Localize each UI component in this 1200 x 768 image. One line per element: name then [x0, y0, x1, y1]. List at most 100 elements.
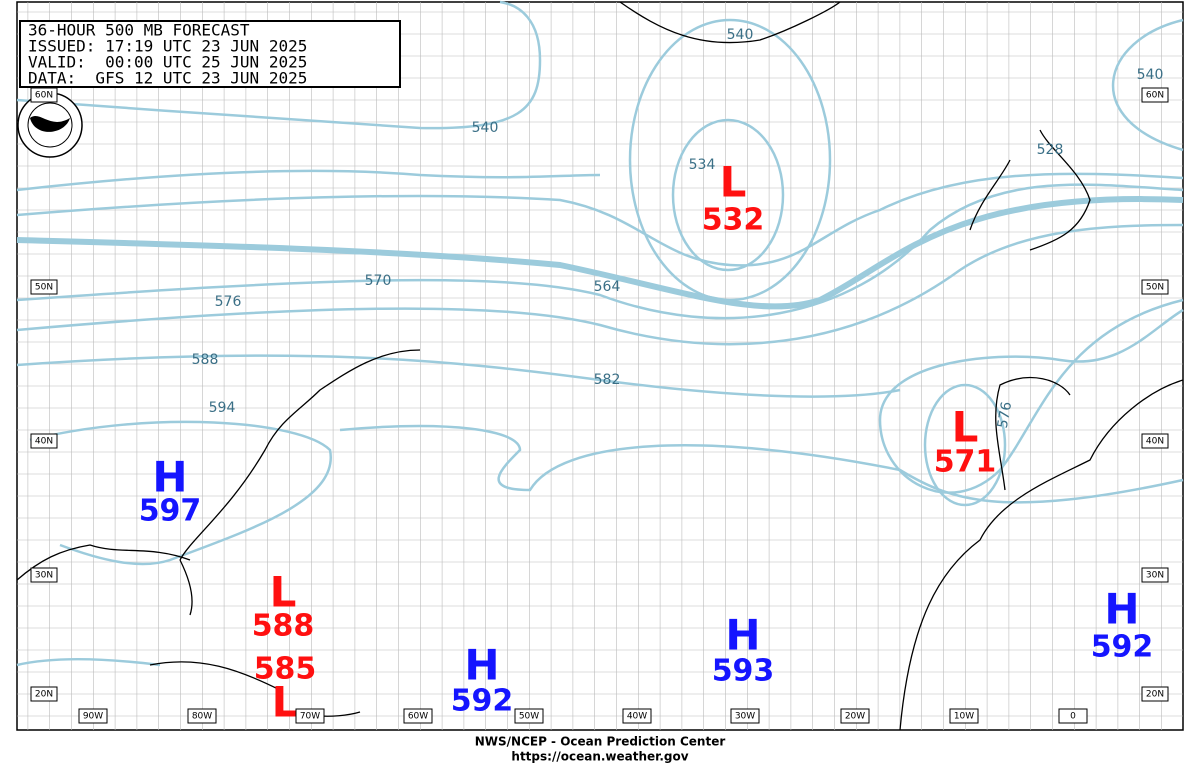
data-line: DATA: GFS 12 UTC 23 JUN 2025 — [28, 69, 307, 88]
contour — [16, 169, 601, 192]
contour — [1111, 18, 1184, 152]
contour-label: 540 — [727, 27, 754, 43]
label-box — [949, 708, 979, 724]
contour — [16, 223, 1184, 346]
system-letter: H — [152, 453, 187, 502]
contour — [878, 298, 1184, 494]
coastlines — [16, 1, 1184, 731]
contour-label: 582 — [594, 372, 621, 388]
longitude-label: 10W — [954, 712, 974, 722]
label-box — [30, 686, 58, 702]
contour-label: 594 — [209, 400, 236, 416]
contour — [16, 658, 161, 667]
system-value: 592 — [451, 684, 514, 719]
footer-url: https://ocean.weather.gov — [511, 750, 688, 764]
system-letter: H — [725, 611, 760, 660]
contour — [16, 0, 542, 130]
valid-line: VALID: 00:00 UTC 25 JUN 2025 — [28, 53, 307, 72]
label-box — [30, 433, 58, 449]
label-box — [1141, 87, 1169, 103]
contour-label: 540 — [472, 120, 499, 136]
contour-label: 540 — [1137, 67, 1164, 83]
label-box — [840, 708, 870, 724]
longitude-label: 70W — [300, 712, 320, 722]
contour-label: 534 — [689, 157, 716, 173]
longitude-label: 0 — [1070, 712, 1076, 722]
system-value: 588 — [252, 609, 315, 644]
issued-line: ISSUED: 17:19 UTC 23 JUN 2025 — [28, 37, 307, 56]
contour-label: 588 — [192, 352, 219, 368]
noaa-logo — [17, 92, 83, 158]
longitude-label: 40W — [627, 712, 647, 722]
latitude-label: 50N — [35, 283, 53, 293]
contour — [628, 18, 832, 302]
latitude-label: 40N — [1146, 437, 1164, 447]
longitude-label: 30W — [735, 712, 755, 722]
system-letter: H — [1104, 585, 1139, 634]
graticule — [17, 2, 1183, 730]
label-box — [1141, 279, 1169, 295]
contours — [16, 0, 1184, 667]
system-letter: L — [952, 403, 979, 452]
system-value: 532 — [702, 203, 765, 238]
label-box — [514, 708, 544, 724]
label-box — [403, 708, 433, 724]
coastline — [179, 349, 421, 561]
system-letter: L — [272, 678, 299, 727]
longitude-label: 50W — [519, 712, 539, 722]
label-box — [187, 708, 217, 724]
contour-label: 576 — [215, 294, 242, 310]
latitude-label: 20N — [1146, 690, 1164, 700]
contour — [16, 183, 1184, 320]
label-box — [622, 708, 652, 724]
coastline — [619, 1, 841, 44]
latitude-label: 20N — [35, 690, 53, 700]
system-letter: L — [720, 158, 747, 207]
latitude-label: 60N — [1146, 91, 1164, 101]
contour — [29, 420, 332, 566]
label-box — [30, 279, 58, 295]
contour-label: 528 — [1037, 142, 1064, 158]
contour — [923, 383, 1007, 507]
latitude-label: 50N — [1146, 283, 1164, 293]
longitude-label: 60W — [408, 712, 428, 722]
latitude-label: 40N — [35, 437, 53, 447]
jet-contour — [16, 196, 1184, 310]
label-box — [1058, 708, 1088, 724]
label-box — [78, 708, 108, 724]
label-box — [1141, 433, 1169, 449]
contour — [16, 354, 901, 398]
coastline — [899, 379, 1184, 731]
coastline — [16, 544, 193, 616]
label-box — [1141, 567, 1169, 583]
title-frame — [19, 20, 401, 88]
system-value: 592 — [1091, 630, 1154, 665]
latitude-label: 30N — [35, 571, 53, 581]
system-letter: H — [464, 641, 499, 690]
longitude-label: 20W — [845, 712, 865, 722]
latitude-label: 30N — [1146, 571, 1164, 581]
contour-label: 576 — [995, 400, 1015, 429]
system-value: 571 — [934, 445, 997, 480]
coastline — [969, 129, 1091, 251]
label-box — [295, 708, 325, 724]
longitude-label: 90W — [83, 712, 103, 722]
contour-label: 564 — [594, 279, 621, 295]
system-letter: L — [270, 568, 297, 617]
footer-agency: NWS/NCEP - Ocean Prediction Center — [475, 735, 726, 749]
map-frame — [16, 1, 1184, 731]
contour — [671, 118, 785, 272]
contour — [339, 424, 1184, 504]
label-box — [30, 87, 58, 103]
title-box: 36-HOUR 500 MB FORECAST ISSUED: 17:19 UT… — [19, 20, 401, 88]
contour-label: 570 — [365, 273, 392, 289]
system-value: 585 — [254, 652, 317, 687]
label-box — [730, 708, 760, 724]
label-box — [30, 567, 58, 583]
longitude-label: 80W — [192, 712, 212, 722]
system-value: 597 — [139, 494, 202, 529]
coastline — [995, 377, 1071, 491]
